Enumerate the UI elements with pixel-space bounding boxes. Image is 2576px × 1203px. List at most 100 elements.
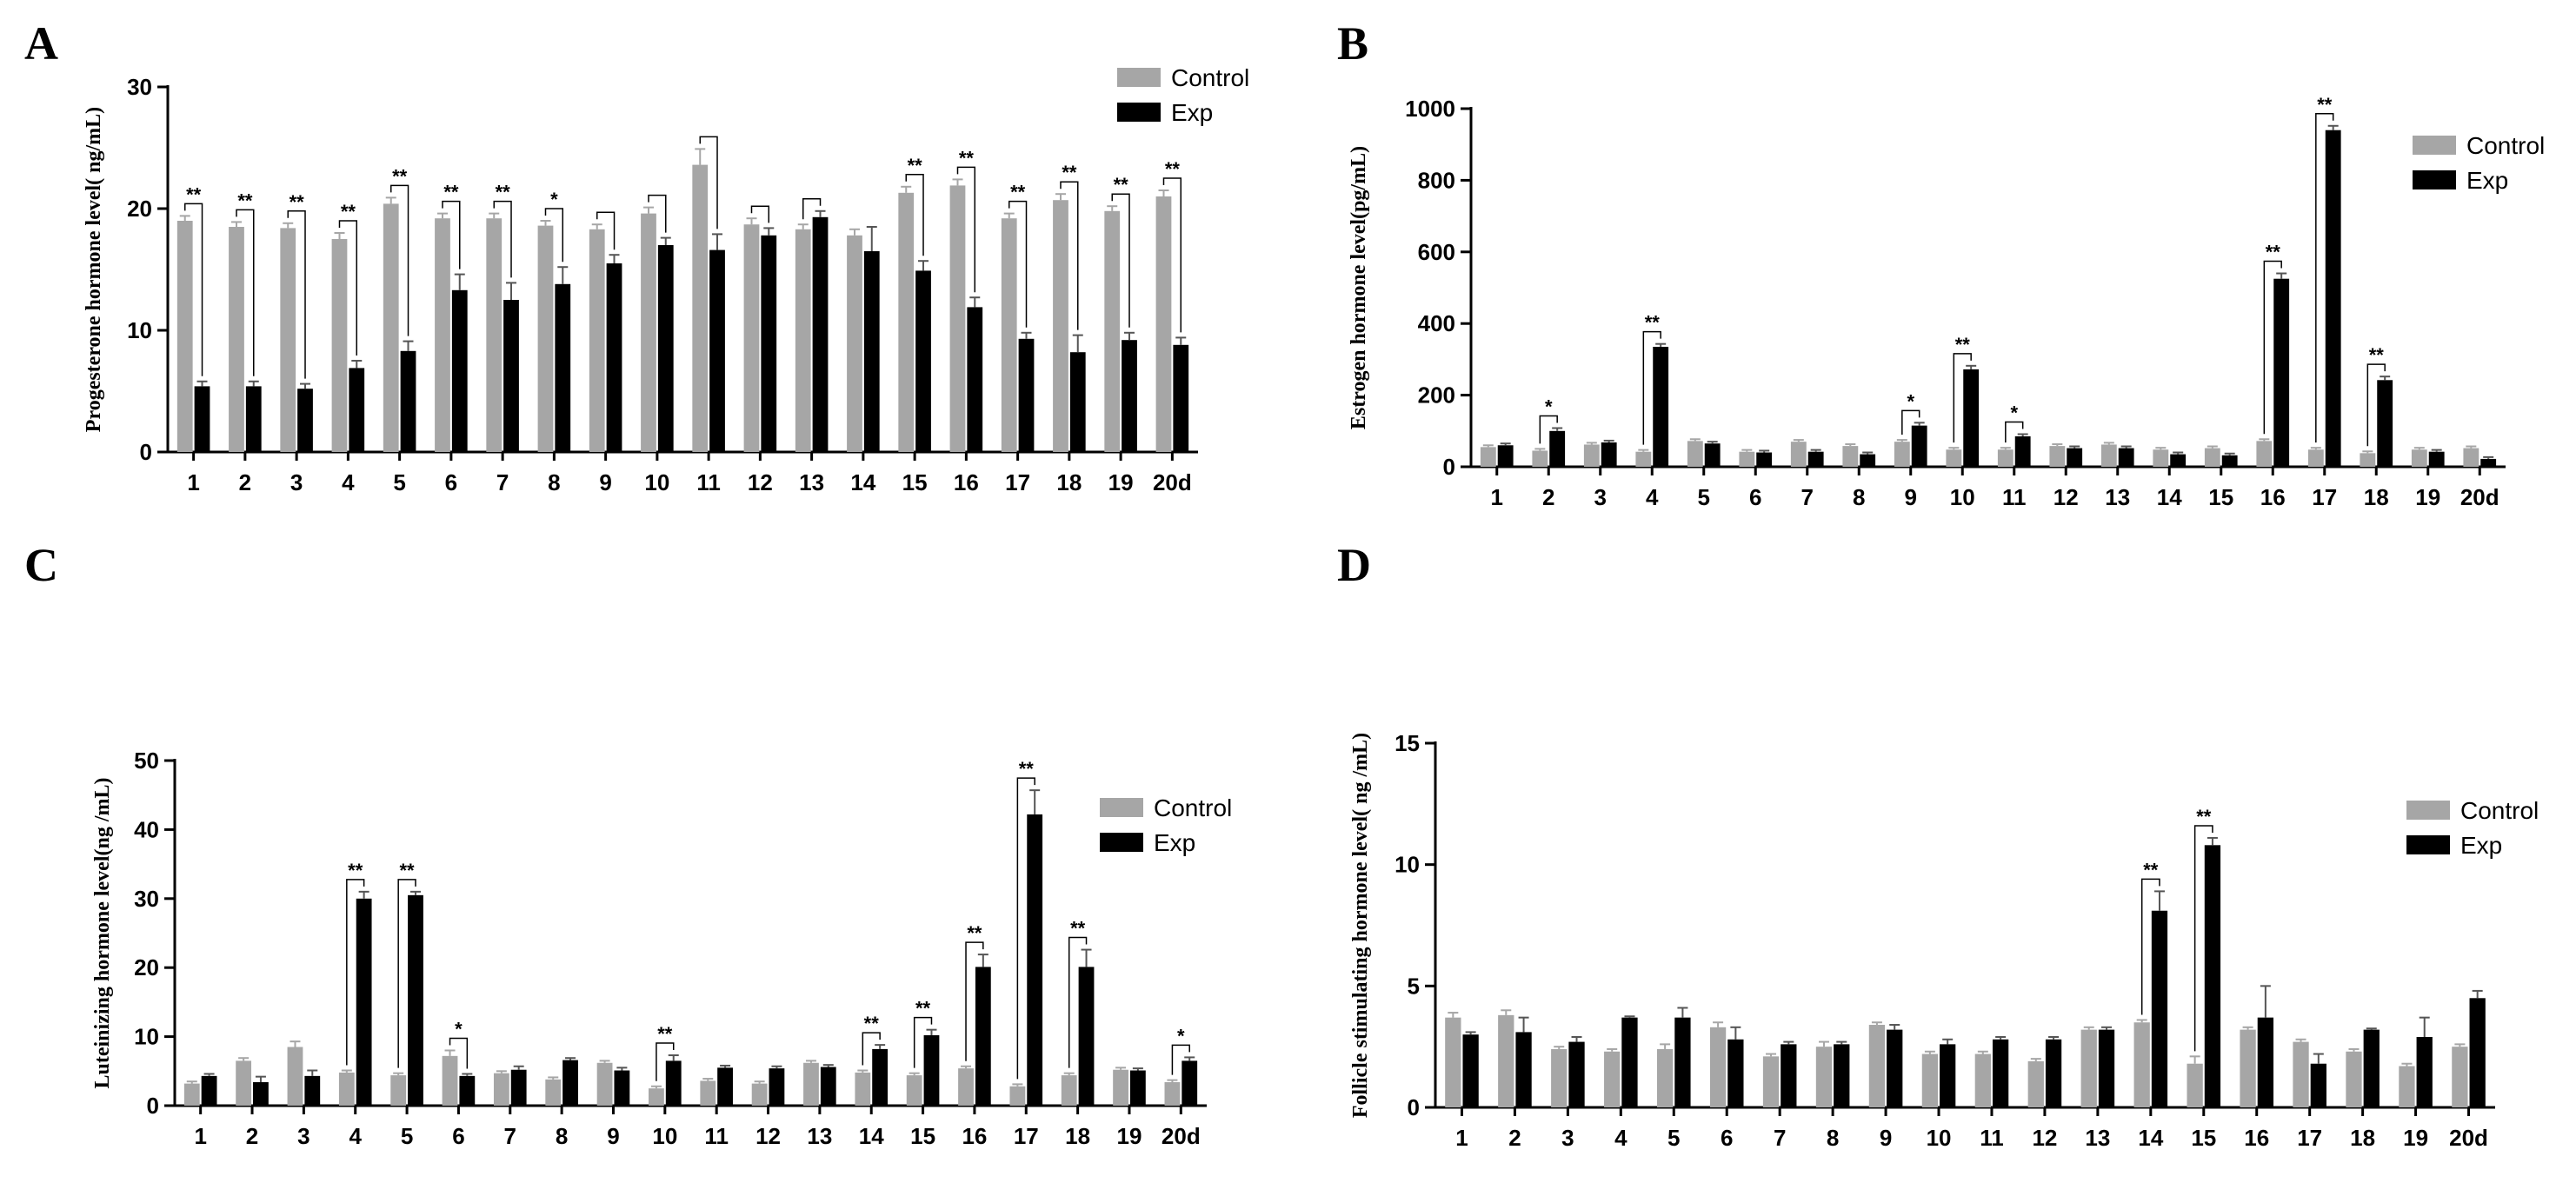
significance-bracket — [493, 200, 512, 278]
x-tick-label: 15 — [2191, 1125, 2216, 1151]
bar-control — [1480, 447, 1496, 467]
x-tick-label: 15 — [902, 469, 928, 495]
x-tick-label: 17 — [2297, 1125, 2322, 1151]
legend: Control Exp — [2406, 797, 2539, 859]
significance-bracket — [750, 205, 770, 223]
significance-bracket — [2193, 825, 2213, 1052]
legend-swatch-control — [1117, 68, 1161, 87]
significance-marker: ** — [443, 182, 459, 203]
x-tick-label: 2 — [246, 1123, 258, 1149]
x-tick-label: 18 — [2350, 1125, 2375, 1151]
significance-marker: ** — [657, 1023, 673, 1045]
x-tick-label: 11 — [696, 469, 721, 495]
panel-b-estrogen-chart: 0 200 400 600 800 1000 Estrogen hormone level(… — [1348, 94, 2545, 510]
bar-control — [435, 218, 450, 452]
bar-control — [1164, 1082, 1181, 1106]
bar-exp — [1940, 1044, 1956, 1107]
significance-marker: * — [550, 189, 558, 210]
bar-exp — [2363, 1029, 2380, 1107]
bar-exp — [1027, 814, 1043, 1106]
panel-label-b: B — [1337, 17, 1368, 70]
bar-control — [2049, 446, 2066, 467]
legend-label-control: Control — [1154, 794, 1232, 821]
bar-exp — [1653, 346, 1669, 467]
bar-exp — [1781, 1044, 1797, 1107]
y-tick-label: 600 — [1418, 239, 1455, 265]
bar-control — [280, 228, 296, 452]
x-tick-label: 17 — [1005, 469, 1030, 495]
bar-control — [2080, 1029, 2097, 1107]
significance-bracket — [648, 194, 667, 233]
bar-exp — [1078, 967, 1095, 1106]
x-tick-label: 12 — [2032, 1125, 2057, 1151]
bar-exp — [451, 289, 468, 452]
x-tick-label: 12 — [2053, 484, 2079, 510]
bar-exp — [1181, 1060, 1198, 1106]
significance-marker: * — [1177, 1025, 1185, 1047]
x-tick-label: 19 — [2415, 484, 2440, 510]
bar-exp — [1704, 443, 1721, 467]
x-tick-label: 15 — [910, 1123, 935, 1149]
x-tick-label: 2 — [239, 469, 251, 495]
bar-control — [2027, 1060, 2044, 1107]
bar-control — [2240, 1029, 2256, 1107]
y-tick-label: 5 — [1408, 973, 1420, 999]
significance-bracket — [2005, 421, 2024, 443]
bar-control — [1104, 210, 1121, 453]
x-tick-label: 9 — [1880, 1125, 1892, 1151]
bar-control — [2293, 1041, 2309, 1107]
x-tick-label: 12 — [755, 1123, 781, 1149]
legend-label-control: Control — [2460, 797, 2539, 824]
significance-bracket — [1111, 193, 1130, 328]
significance-marker: ** — [1062, 162, 1077, 183]
bar-control — [390, 1075, 407, 1106]
panel-a-progesterone-chart: 0 10 20 30 Progesterone hormone level( ng/mL… — [83, 64, 1249, 495]
bar-control — [743, 224, 760, 452]
legend: Control Exp — [2413, 132, 2545, 194]
bar-control — [338, 1072, 355, 1106]
bar-exp — [349, 368, 365, 452]
y-tick-label: 0 — [1443, 454, 1455, 480]
x-tick-label: 3 — [290, 469, 303, 495]
significance-marker: * — [1545, 396, 1553, 418]
bar-exp — [923, 1035, 940, 1106]
x-tick-label: 4 — [1614, 1125, 1627, 1151]
bar-control — [1842, 446, 1859, 467]
bar-exp — [761, 235, 777, 452]
bar-control — [1445, 1017, 1461, 1107]
significance-marker: ** — [400, 860, 416, 881]
legend-label-exp: Exp — [1171, 99, 1213, 126]
significance-bracket — [2315, 113, 2334, 443]
bar-control — [2153, 449, 2169, 467]
bar-control — [1790, 442, 1807, 467]
bar-exp — [1568, 1041, 1585, 1107]
x-tick-label: 14 — [2138, 1125, 2163, 1151]
bar-exp — [1069, 352, 1086, 452]
bar-exp — [2118, 448, 2134, 467]
bar-exp — [657, 245, 674, 452]
bar-exp — [1549, 430, 1566, 467]
x-tick-label: 14 — [859, 1123, 884, 1149]
significance-bracket — [236, 209, 255, 376]
significance-marker: ** — [959, 147, 975, 169]
bar-control — [1921, 1053, 1939, 1107]
bar-exp — [1674, 1017, 1691, 1107]
x-tick-label: 8 — [1853, 484, 1865, 510]
bar-control — [855, 1072, 871, 1106]
y-axis-label: Follicle stimulating hormone level( ng /… — [1349, 733, 1372, 1118]
x-tick-label: 15 — [2208, 484, 2233, 510]
bar-exp — [459, 1075, 476, 1106]
x-tick-label: 12 — [748, 469, 773, 495]
bar-control — [949, 185, 966, 452]
significance-bracket — [183, 203, 203, 376]
legend-swatch-exp — [2406, 835, 2450, 854]
significance-marker: ** — [392, 165, 408, 187]
significance-bracket — [397, 879, 416, 1068]
bar-exp — [1911, 425, 1927, 467]
y-tick-label: 10 — [127, 317, 152, 343]
legend-label-exp: Exp — [1154, 829, 1195, 856]
bar-control — [751, 1083, 768, 1106]
bar-exp — [1601, 442, 1617, 467]
bar-exp — [1834, 1044, 1850, 1107]
